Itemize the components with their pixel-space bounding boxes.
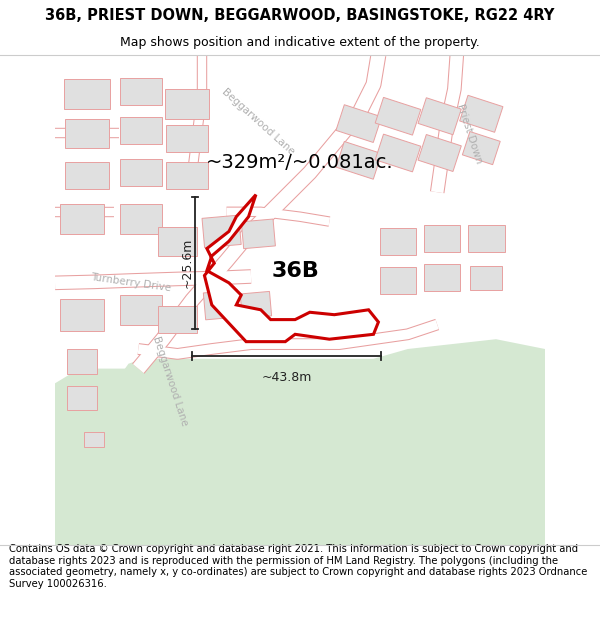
Polygon shape bbox=[166, 125, 208, 152]
Polygon shape bbox=[67, 349, 97, 374]
Polygon shape bbox=[55, 369, 128, 438]
Text: ~43.8m: ~43.8m bbox=[262, 371, 312, 384]
Polygon shape bbox=[468, 225, 505, 253]
Polygon shape bbox=[158, 306, 197, 333]
Polygon shape bbox=[463, 131, 500, 164]
Polygon shape bbox=[424, 264, 460, 291]
Polygon shape bbox=[380, 228, 416, 254]
Polygon shape bbox=[203, 290, 240, 320]
Polygon shape bbox=[418, 134, 461, 171]
Text: Beggarwood Lane: Beggarwood Lane bbox=[220, 86, 296, 156]
Polygon shape bbox=[336, 141, 382, 179]
Text: ~329m²/~0.081ac.: ~329m²/~0.081ac. bbox=[206, 153, 394, 173]
Polygon shape bbox=[418, 98, 461, 135]
Polygon shape bbox=[67, 386, 97, 410]
Text: Map shows position and indicative extent of the property.: Map shows position and indicative extent… bbox=[120, 36, 480, 49]
Text: Contains OS data © Crown copyright and database right 2021. This information is : Contains OS data © Crown copyright and d… bbox=[9, 544, 587, 589]
Polygon shape bbox=[205, 194, 379, 342]
Polygon shape bbox=[375, 134, 421, 172]
Polygon shape bbox=[165, 89, 209, 119]
Text: Beggarwood Lane: Beggarwood Lane bbox=[151, 335, 190, 427]
Polygon shape bbox=[202, 215, 241, 248]
Polygon shape bbox=[470, 266, 502, 290]
Polygon shape bbox=[375, 98, 421, 135]
Polygon shape bbox=[55, 339, 545, 545]
Text: 36B, PRIEST DOWN, BEGGARWOOD, BASINGSTOKE, RG22 4RY: 36B, PRIEST DOWN, BEGGARWOOD, BASINGSTOK… bbox=[46, 8, 554, 23]
Text: ~25.6m: ~25.6m bbox=[181, 238, 194, 289]
Polygon shape bbox=[460, 95, 503, 132]
Polygon shape bbox=[120, 159, 161, 186]
Polygon shape bbox=[60, 299, 104, 331]
Polygon shape bbox=[65, 119, 109, 148]
Polygon shape bbox=[240, 291, 272, 318]
Polygon shape bbox=[60, 204, 104, 234]
Polygon shape bbox=[120, 78, 161, 105]
Text: Priest Down: Priest Down bbox=[455, 102, 484, 164]
Polygon shape bbox=[120, 295, 161, 324]
Polygon shape bbox=[241, 219, 275, 249]
Polygon shape bbox=[158, 226, 197, 256]
Polygon shape bbox=[64, 79, 110, 109]
Polygon shape bbox=[336, 105, 382, 142]
Polygon shape bbox=[120, 204, 161, 234]
Polygon shape bbox=[120, 118, 161, 144]
Text: 36B: 36B bbox=[271, 261, 319, 281]
Polygon shape bbox=[65, 162, 109, 189]
Text: Turnberry Drive: Turnberry Drive bbox=[90, 272, 172, 294]
Polygon shape bbox=[166, 162, 208, 189]
Polygon shape bbox=[85, 432, 104, 447]
Polygon shape bbox=[424, 225, 460, 253]
Polygon shape bbox=[380, 267, 416, 294]
